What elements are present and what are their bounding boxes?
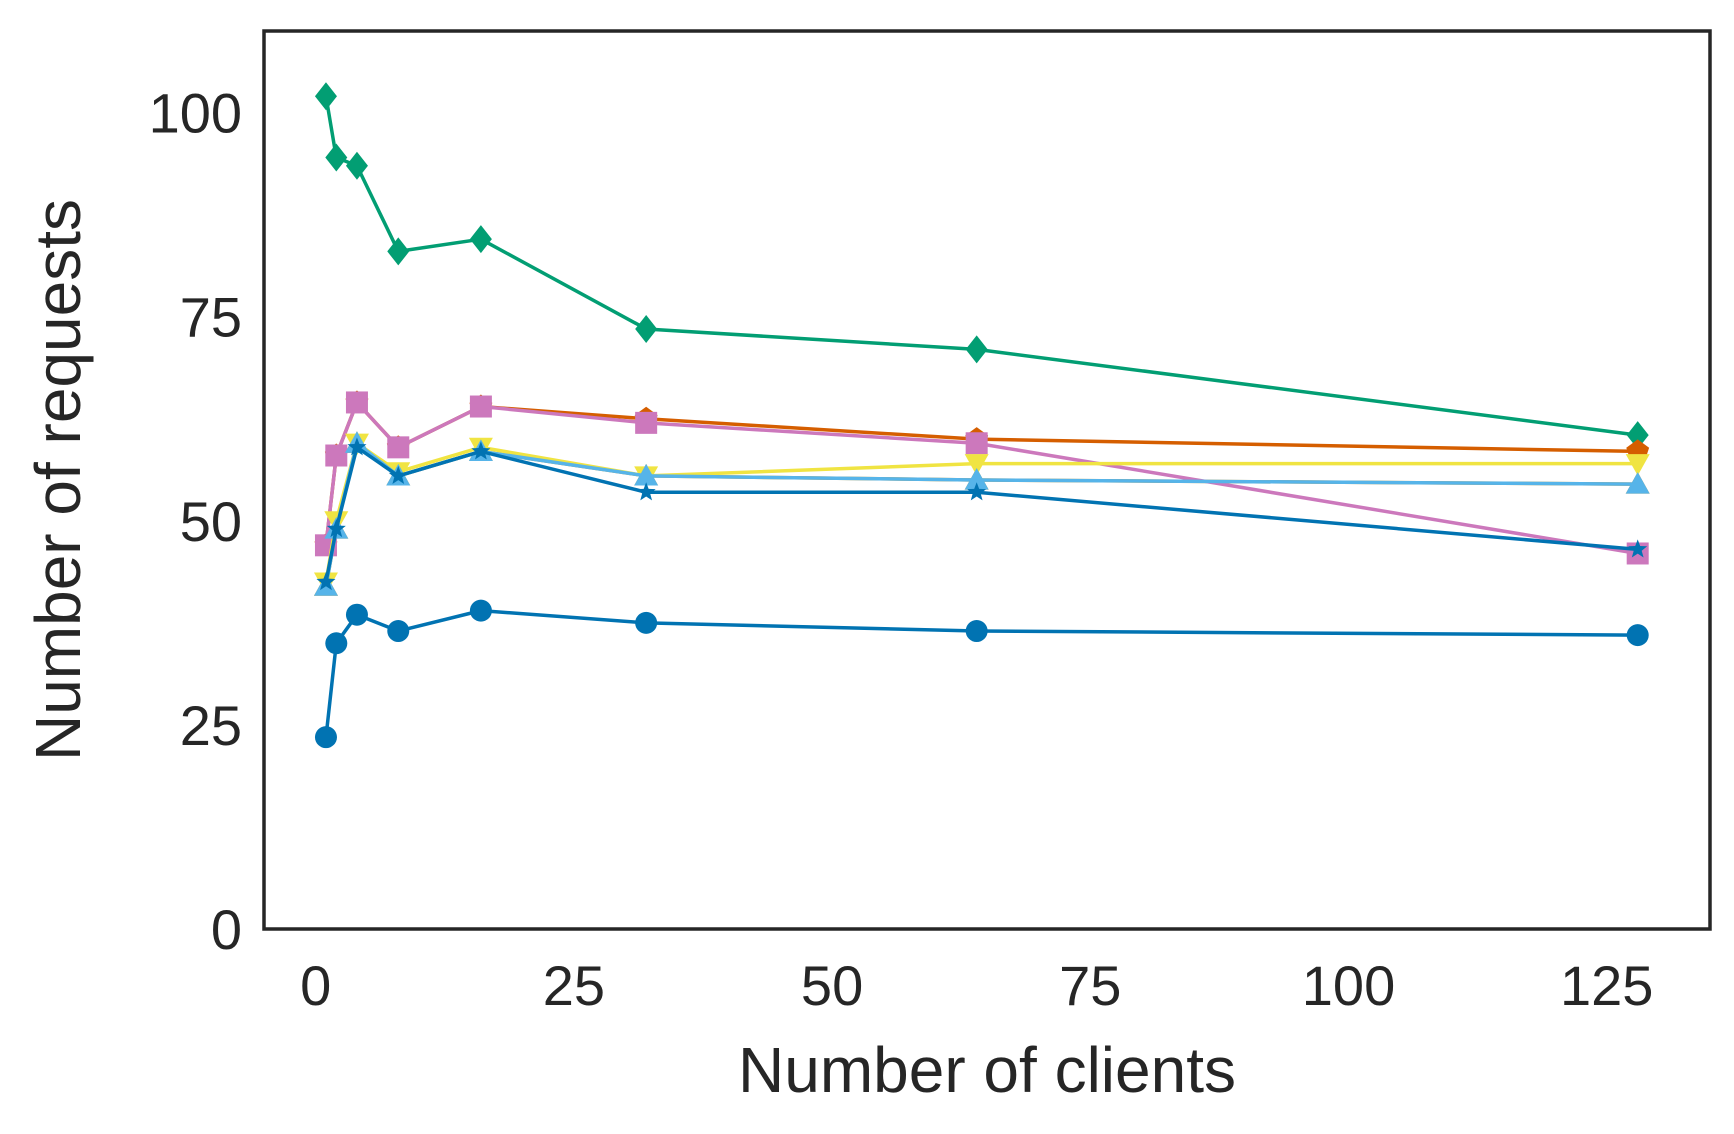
data-point [1625,454,1650,476]
data-point [325,444,348,467]
data-point [314,82,337,111]
data-point [347,437,367,456]
y-tick-label: 50 [180,490,242,553]
data-point [387,237,410,266]
data-point [469,599,492,622]
data-point [964,454,989,476]
series-1 [314,599,1649,749]
data-point [325,143,348,172]
data-point [469,395,492,418]
data-point [1625,472,1650,494]
x-tick-label: 75 [1059,954,1121,1017]
data-point [965,432,988,455]
x-tick-label: 125 [1560,954,1653,1017]
data-point [345,151,368,180]
data-point [316,572,336,591]
x-tick-label: 50 [801,954,863,1017]
plot-frame [262,29,1712,931]
series-8 [316,437,1648,591]
data-point [965,335,988,364]
data-point [635,411,658,434]
data-point [325,632,348,655]
y-tick-label: 100 [149,82,242,145]
x-tick-label: 25 [543,954,605,1017]
data-point [388,465,408,485]
x-tick-label: 0 [300,954,331,1017]
data-point [635,314,658,343]
data-point [634,463,659,486]
data-point [387,436,410,459]
data-point [469,225,492,254]
data-point [1626,624,1649,647]
x-tick-label: 100 [1302,954,1395,1017]
data-point [636,482,656,501]
series-line [324,445,1640,584]
series-3 [314,82,1649,450]
data-point [635,611,658,634]
data-point [471,441,491,460]
y-tick-label: 75 [180,286,242,349]
data-point [387,620,410,643]
series-layer [313,82,1650,749]
data-point [1628,539,1648,558]
data-point [965,620,988,643]
data-point [345,603,368,626]
y-axis-label: Number of requests [22,199,94,761]
data-point [326,518,346,538]
data-point [1626,421,1649,450]
y-axis-ticks: 0 25 50 75 100 [149,82,242,961]
x-axis-ticks: 0 25 50 75 100 125 [300,954,1653,1017]
data-point [314,726,337,749]
data-point [964,468,989,490]
data-point [345,391,368,414]
x-axis-label: Number of clients [738,1034,1236,1106]
data-point [967,482,987,501]
y-tick-label: 25 [180,694,242,757]
y-tick-label: 0 [211,898,242,961]
